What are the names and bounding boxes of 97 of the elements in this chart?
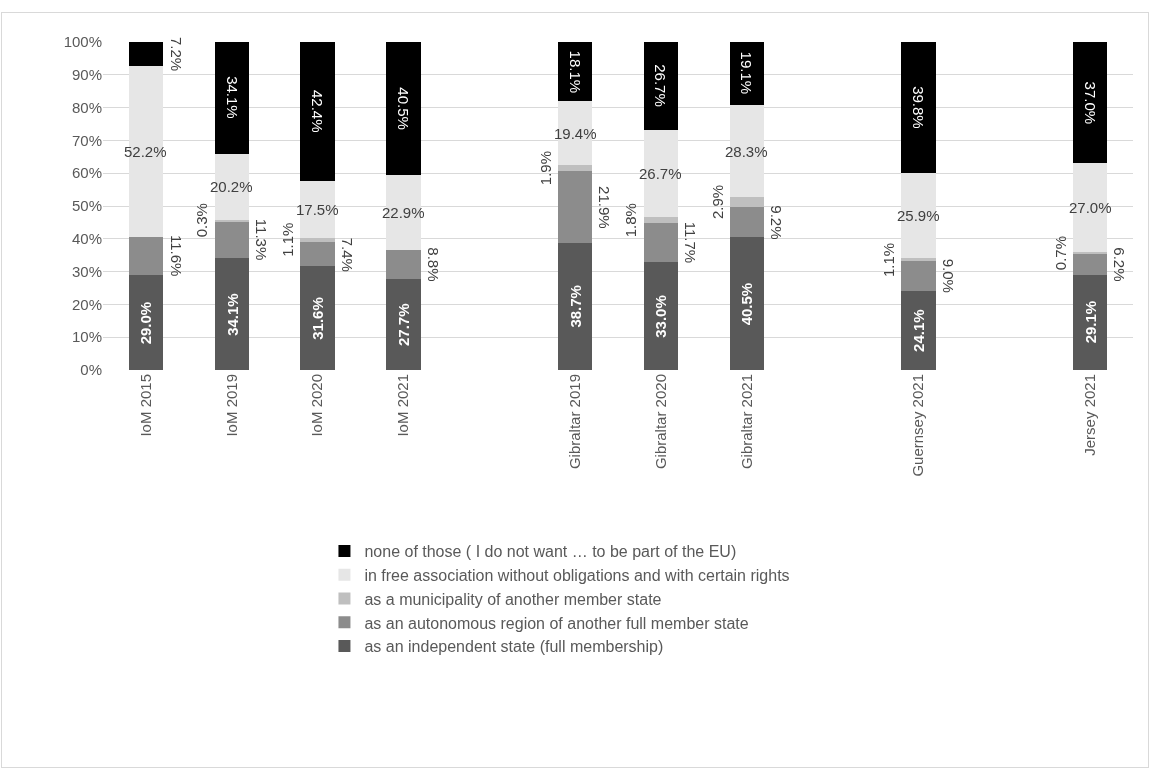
bar xyxy=(729,197,764,207)
data-label: 2.9% xyxy=(708,184,726,219)
data-label: 22.9% xyxy=(382,204,425,221)
y-tick-label: 90% xyxy=(71,66,102,84)
data-label: 1.1% xyxy=(879,242,897,278)
bar xyxy=(128,274,164,370)
bar xyxy=(901,290,936,370)
x-tick-label: Gibraltar 2020 xyxy=(651,374,669,470)
data-label: 27.0% xyxy=(1069,199,1112,216)
data-label: 26.7% xyxy=(652,64,670,107)
data-label: 1.1% xyxy=(279,222,297,257)
data-label: 11.7% xyxy=(682,221,700,264)
bar xyxy=(729,206,764,238)
bar xyxy=(300,266,335,370)
data-label: 29.1% xyxy=(1081,300,1099,344)
legend-label: as an independent state (full membership) xyxy=(364,638,664,656)
data-label: 1.8% xyxy=(622,203,640,238)
data-label: 8.8% xyxy=(425,247,443,282)
y-tick-label: 100% xyxy=(63,33,102,51)
y-tick-label: 80% xyxy=(71,98,102,116)
y-tick-label: 30% xyxy=(71,262,102,280)
data-label: 38.7% xyxy=(566,285,584,328)
bar xyxy=(1072,42,1108,164)
bar xyxy=(214,221,249,259)
data-label: 21.9% xyxy=(596,186,614,229)
bar xyxy=(1072,274,1108,370)
x-tick-label: IoM 2020 xyxy=(308,374,326,437)
data-label: 17.5% xyxy=(296,201,339,218)
x-tick-label: IoM 2021 xyxy=(394,374,412,437)
data-label: 7.4% xyxy=(338,237,356,272)
data-label: 31.6% xyxy=(309,297,327,340)
data-label: 24.1% xyxy=(909,309,927,352)
bar xyxy=(300,42,335,182)
data-label: 7.2% xyxy=(167,36,185,72)
x-tick-label: Jersey 2021 xyxy=(1080,374,1098,456)
bar xyxy=(300,242,335,267)
data-label: 6.2% xyxy=(1111,247,1129,282)
data-label: 0.7% xyxy=(1052,235,1070,271)
x-tick-label: Guernsey 2021 xyxy=(909,374,927,477)
bar xyxy=(901,42,936,173)
data-label: 18.1% xyxy=(566,50,584,94)
y-tick-label: 60% xyxy=(71,164,102,182)
data-label: 29.0% xyxy=(137,301,155,345)
data-label: 34.1% xyxy=(223,293,241,336)
data-label: 26.7% xyxy=(639,165,682,182)
data-label: 25.9% xyxy=(897,207,940,224)
data-label: 40.5% xyxy=(738,282,756,326)
x-tick-label: Gibraltar 2021 xyxy=(737,374,755,470)
bar xyxy=(729,237,764,370)
bar xyxy=(386,42,421,176)
data-label: 19.4% xyxy=(554,125,597,142)
y-tick-label: 70% xyxy=(71,131,102,149)
bar xyxy=(214,258,249,370)
data-label: 20.2% xyxy=(210,178,253,195)
y-tick-label: 0% xyxy=(80,361,102,379)
data-label: 11.3% xyxy=(253,218,271,261)
data-label: 40.5% xyxy=(395,87,413,130)
data-label: 52.2% xyxy=(124,143,167,160)
bar xyxy=(643,217,679,224)
bar xyxy=(643,42,679,130)
legend-label: none of those ( I do not want … to be part of the EU) xyxy=(364,543,737,561)
data-label: 37.0% xyxy=(1081,81,1099,125)
bar xyxy=(300,238,335,243)
bar xyxy=(643,223,679,262)
y-tick-label: 10% xyxy=(71,328,102,346)
data-label: 0.3% xyxy=(193,203,211,238)
data-label: 1.9% xyxy=(536,151,554,186)
data-label: 9.0% xyxy=(939,258,957,293)
data-label: 28.3% xyxy=(725,143,768,160)
bar xyxy=(128,42,164,66)
x-tick-label: Gibraltar 2019 xyxy=(565,374,583,470)
y-tick-label: 20% xyxy=(71,295,102,313)
data-label: 27.7% xyxy=(394,303,412,346)
data-label: 11.6% xyxy=(167,234,185,277)
bar xyxy=(128,236,164,275)
legend-label: as an autonomous region of another full member state xyxy=(364,614,749,632)
data-label: 39.8% xyxy=(910,86,928,129)
legend-label: as a municipality of another member state xyxy=(364,590,662,608)
data-label: 34.1% xyxy=(223,76,241,119)
bar xyxy=(386,250,421,280)
x-tick-label: IoM 2015 xyxy=(136,374,154,437)
bar xyxy=(386,279,421,370)
bar xyxy=(901,261,936,291)
bar xyxy=(557,243,593,370)
data-label: 9.2% xyxy=(767,205,785,240)
bar xyxy=(557,171,593,244)
data-label: 33.0% xyxy=(652,295,670,338)
bar xyxy=(643,261,679,370)
legend-label: in free association without obligations and with certain rights xyxy=(364,566,790,584)
x-tick-label: IoM 2019 xyxy=(222,374,240,437)
bar xyxy=(557,165,593,172)
y-tick-label: 50% xyxy=(71,197,102,215)
y-tick-label: 40% xyxy=(71,230,102,248)
bar xyxy=(214,42,249,154)
data-label: 19.1% xyxy=(738,51,756,95)
data-label: 42.4% xyxy=(309,89,327,133)
bar xyxy=(1072,254,1108,275)
